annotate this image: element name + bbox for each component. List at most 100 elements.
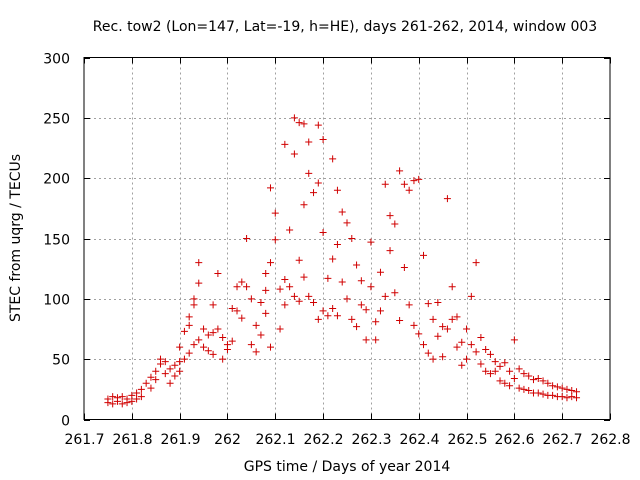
data-point <box>396 317 404 325</box>
data-point <box>420 251 428 259</box>
data-point <box>266 184 274 192</box>
data-point <box>573 388 581 396</box>
data-point <box>386 247 394 255</box>
data-point <box>152 376 160 384</box>
data-point <box>563 385 571 393</box>
y-axis-label: STEC from uqrg / TECUs <box>8 154 24 322</box>
data-point <box>439 353 447 361</box>
data-point <box>104 399 112 407</box>
data-point <box>286 226 294 234</box>
data-point <box>357 301 365 309</box>
data-point <box>233 283 241 291</box>
data-point <box>448 315 456 323</box>
data-point <box>448 283 456 291</box>
data-point <box>300 120 308 128</box>
data-point <box>367 283 375 291</box>
data-point <box>195 336 203 344</box>
data-point <box>137 393 145 401</box>
data-point <box>458 338 466 346</box>
data-point <box>190 301 198 309</box>
data-point <box>266 259 274 267</box>
data-point <box>424 349 432 357</box>
data-point <box>420 341 428 349</box>
data-point <box>486 370 494 378</box>
data-point <box>152 367 160 375</box>
data-point <box>568 387 576 395</box>
data-point <box>333 241 341 249</box>
data-point <box>209 329 217 337</box>
data-point <box>147 384 155 392</box>
data-point <box>491 358 499 366</box>
data-point <box>171 361 179 369</box>
data-point <box>501 379 509 387</box>
data-point <box>310 298 318 306</box>
data-point <box>376 268 384 276</box>
data-point <box>281 276 289 284</box>
data-point <box>185 321 193 329</box>
data-point <box>405 301 413 309</box>
data-point <box>238 278 246 286</box>
data-point <box>496 377 504 385</box>
x-tick-label: 262.3 <box>351 432 391 448</box>
data-point <box>118 393 126 401</box>
y-tick-labels: 0 50 100 150 200 250 300 <box>43 52 70 430</box>
data-point <box>190 295 198 303</box>
data-point <box>376 307 384 315</box>
x-tick-label: 262 <box>214 432 241 448</box>
y-tick-label: 150 <box>43 233 70 249</box>
data-point <box>362 336 370 344</box>
data-point <box>424 300 432 308</box>
data-point <box>381 180 389 188</box>
data-point <box>348 235 356 242</box>
data-point <box>319 136 327 144</box>
data-point <box>506 382 514 390</box>
data-point <box>534 389 542 397</box>
data-point <box>219 355 227 363</box>
data-point <box>123 399 131 407</box>
data-point <box>176 367 184 375</box>
y-tick-label: 250 <box>43 112 70 128</box>
data-point <box>204 331 212 339</box>
data-point <box>295 256 303 264</box>
data-point <box>443 325 451 333</box>
data-point <box>133 395 141 403</box>
data-point <box>176 358 184 366</box>
grid-lines <box>84 57 610 420</box>
x-tick-label: 262.5 <box>447 432 487 448</box>
data-point <box>568 393 576 401</box>
data-point <box>247 295 255 303</box>
data-point <box>314 121 322 129</box>
data-point <box>539 377 547 385</box>
data-point <box>180 327 188 335</box>
data-point <box>109 400 117 408</box>
data-point <box>200 343 208 351</box>
data-point <box>176 343 184 351</box>
data-point <box>223 346 231 354</box>
data-point <box>329 255 337 263</box>
data-point <box>343 295 351 303</box>
data-point <box>357 277 365 285</box>
data-point <box>109 393 117 401</box>
x-axis-label: GPS time / Days of year 2014 <box>244 459 451 475</box>
data-point <box>410 321 418 329</box>
data-point <box>520 385 528 393</box>
data-point <box>128 397 136 405</box>
data-point <box>180 355 188 363</box>
data-point <box>400 180 408 188</box>
data-point <box>549 382 557 390</box>
data-point <box>310 189 318 197</box>
data-point <box>472 259 480 267</box>
data-point <box>286 283 294 291</box>
data-point <box>415 330 423 338</box>
data-point <box>333 186 341 194</box>
data-point <box>443 195 451 203</box>
data-point <box>525 372 533 380</box>
data-point <box>324 274 332 282</box>
data-point <box>534 374 542 382</box>
data-point <box>429 315 437 323</box>
data-points <box>104 114 581 408</box>
data-point <box>343 219 351 227</box>
y-tick-label: 100 <box>43 293 70 309</box>
data-point <box>467 292 475 300</box>
data-point <box>338 208 346 216</box>
